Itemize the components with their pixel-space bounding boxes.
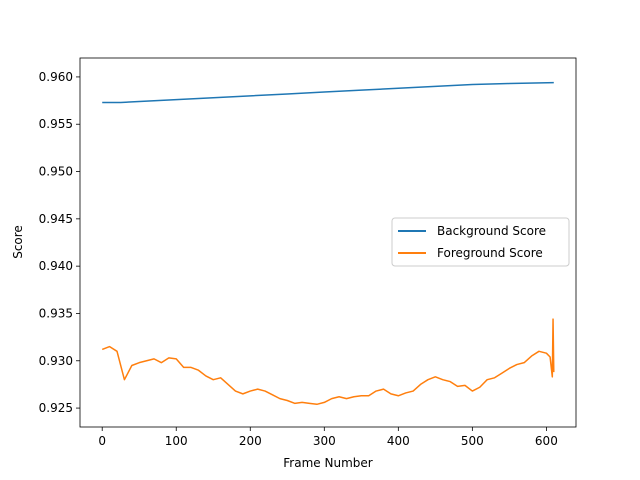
y-tick-label: 0.950	[39, 165, 73, 179]
x-tick-label: 200	[239, 434, 262, 448]
x-tick-label: 0	[98, 434, 106, 448]
y-axis-ticks: 0.925 0.930 0.935 0.940 0.945 0.950 0.955 0.960	[39, 70, 80, 415]
legend: Background Score Foreground Score	[391, 217, 570, 267]
x-tick-label: 400	[387, 434, 410, 448]
x-axis-ticks: 0 100 200 300 400 500 600	[98, 427, 558, 448]
series-line-foreground-score	[101, 318, 555, 406]
legend-label-background: Background Score	[437, 224, 546, 238]
y-tick-label: 0.925	[39, 401, 73, 415]
y-tick-label: 0.935	[39, 306, 73, 320]
legend-label-foreground: Foreground Score	[437, 246, 543, 260]
y-tick-label: 0.955	[39, 117, 73, 131]
y-axis-label: Score	[11, 225, 25, 259]
x-tick-label: 600	[535, 434, 558, 448]
y-tick-label: 0.945	[39, 212, 73, 226]
y-tick-label: 0.930	[39, 354, 73, 368]
x-tick-label: 300	[313, 434, 336, 448]
y-tick-label: 0.960	[39, 70, 73, 84]
y-tick-label: 0.940	[39, 259, 73, 273]
x-tick-label: 100	[165, 434, 188, 448]
plot-frame	[79, 57, 577, 428]
series-layer	[101, 81, 555, 406]
series-line-background-score	[102, 81, 554, 104]
legend-box	[391, 217, 570, 267]
x-tick-label: 500	[461, 434, 484, 448]
x-axis-label: Frame Number	[283, 456, 372, 470]
